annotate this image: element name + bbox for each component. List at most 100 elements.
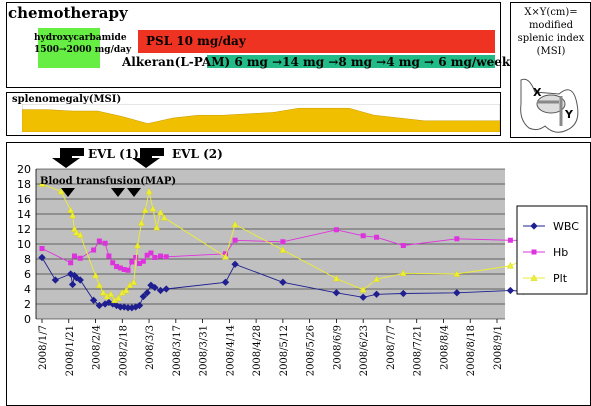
plt-point: [72, 228, 80, 236]
plt-point: [134, 241, 142, 249]
x-tick-label: 2008/8/4: [439, 325, 450, 370]
plt-point: [141, 206, 149, 214]
wbc-point: [51, 276, 60, 284]
plt-point: [38, 180, 46, 187]
hb-point: [77, 255, 83, 261]
spleen-diagram: X Y: [520, 78, 579, 133]
hb-point: [91, 247, 97, 253]
wbc-point: [116, 303, 125, 311]
x-tick-label: 2008/1/7: [38, 325, 49, 370]
x-tick-label: 2008/8/18: [466, 325, 477, 376]
hb-point: [137, 261, 142, 266]
hb-point: [374, 234, 380, 240]
plt-point: [137, 219, 145, 226]
msi-definition-line3: splenic index: [517, 33, 585, 44]
y-measure-label: Y: [564, 108, 574, 121]
hb-point: [117, 265, 123, 271]
legend-label-plt: Plt: [553, 272, 568, 285]
plt-point: [373, 275, 381, 283]
wbc-point: [162, 285, 170, 293]
evl1-arrow-icon: [52, 148, 80, 168]
hb-point: [531, 249, 537, 255]
x-tick-label: 2008/4/14: [225, 325, 236, 376]
x-tick-label: 2008/5/12: [279, 325, 290, 376]
psl-bar: [138, 30, 495, 53]
x-tick-label: 2008/6/23: [359, 325, 370, 376]
msi-panel: [6, 92, 501, 136]
msi-area: [22, 107, 500, 132]
x-tick-label: 2008/5/26: [306, 325, 317, 376]
hydroxycarbamide-bar: [38, 28, 100, 68]
plt-point: [91, 271, 100, 279]
transfusion-marker-2-icon: [111, 188, 125, 197]
wbc-point: [530, 222, 538, 230]
plt-point: [99, 288, 107, 296]
wbc-point: [68, 280, 77, 289]
hydroxycarbamide-name: hydroxycarbamide: [34, 33, 127, 43]
wbc-point: [372, 290, 381, 298]
psl-label: PSL 10 mg/day: [146, 34, 246, 48]
wbc-point: [506, 286, 515, 295]
hydroxycarbamide-label: hydroxycarbamide 1500→2000 mg/day: [34, 32, 131, 56]
x-tick-label: 2008/3/17: [172, 325, 183, 376]
msi-definition-line4: (MSI): [536, 46, 566, 57]
wbc-point: [359, 293, 367, 301]
body-outline-icon: [520, 78, 579, 133]
wbc-point: [151, 283, 159, 292]
hb-point: [140, 258, 146, 264]
hb-point: [148, 250, 154, 256]
plt-point: [114, 294, 123, 301]
plt-series: [38, 180, 528, 304]
plt-point: [399, 269, 407, 277]
y-tick-label: 14: [17, 208, 31, 221]
plt-point: [145, 187, 153, 195]
hydroxycarbamide-dose: 1500→2000 mg/day: [34, 45, 132, 55]
plt-point: [359, 285, 367, 293]
plt-point: [107, 290, 115, 298]
x-tick-label: 2008/1/21: [65, 325, 76, 376]
plt-point: [530, 274, 538, 281]
wbc-point: [89, 296, 98, 304]
wbc-point: [399, 289, 408, 298]
hb-point: [144, 252, 150, 258]
legend-label-wbc: WBC: [553, 220, 579, 233]
plt-point: [279, 246, 287, 253]
hb-point: [121, 267, 127, 272]
chemotherapy-title: chemotherapy: [8, 4, 128, 22]
evl2-label: EVL (2): [172, 147, 223, 161]
evl1-label: EVL (1): [88, 147, 139, 161]
hb-point: [114, 264, 120, 269]
hb-point: [163, 254, 169, 260]
wbc-point: [231, 260, 239, 268]
hb-point: [454, 236, 460, 242]
hb-point: [507, 237, 513, 243]
wbc-point: [279, 278, 287, 286]
hb-point: [102, 240, 108, 246]
y-tick-label: 2: [24, 298, 31, 311]
plt-point: [506, 261, 514, 269]
msi-area-chart: [22, 104, 500, 132]
plt-point: [231, 220, 239, 228]
plt-point: [149, 204, 157, 212]
alkeran-bar: [207, 55, 495, 68]
plt-point: [160, 213, 168, 221]
plt-point: [153, 223, 161, 231]
x-tick-label: 2008/4/28: [252, 325, 263, 376]
plt-point: [332, 274, 340, 282]
y-tick-label: 12: [17, 223, 31, 236]
transfusion-label: Blood transfusion(MAP): [40, 176, 176, 187]
transfusion-marker-3-icon: [127, 188, 141, 197]
transfusion-marker-1-icon: [61, 188, 75, 197]
y-tick-label: 6: [24, 268, 31, 281]
x-tick-label: 2008/7/21: [413, 325, 424, 376]
wbc-point: [221, 278, 230, 286]
hb-point: [158, 253, 164, 259]
msi-definition-text: X×Y(cm)= modified splenic index (MSI): [512, 6, 590, 58]
msi-definition-line1: X×Y(cm)=: [524, 7, 578, 18]
plt-point: [130, 278, 138, 286]
hb-point: [360, 233, 366, 239]
plt-point: [221, 252, 230, 260]
y-tick-label: 18: [17, 178, 31, 191]
hb-point: [232, 237, 238, 243]
spleen-icon: [536, 94, 566, 114]
